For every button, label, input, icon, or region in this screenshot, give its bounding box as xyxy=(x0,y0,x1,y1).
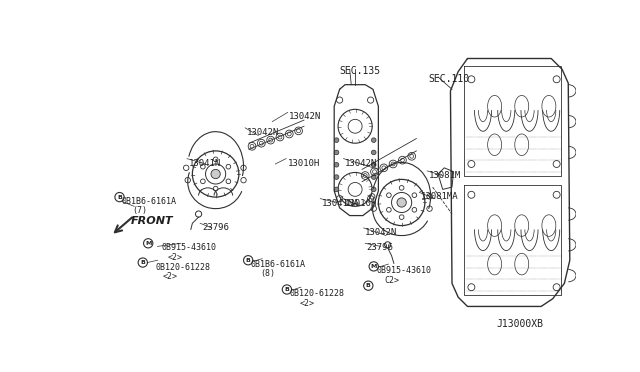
Text: (7): (7) xyxy=(132,206,147,215)
Text: B: B xyxy=(285,287,289,292)
Text: 23796: 23796 xyxy=(202,223,229,232)
Text: M: M xyxy=(145,241,152,246)
Text: 0B120-61228: 0B120-61228 xyxy=(289,289,344,298)
Circle shape xyxy=(369,262,378,271)
Text: 13042N: 13042N xyxy=(289,112,321,121)
Circle shape xyxy=(364,281,373,290)
Text: B: B xyxy=(117,195,122,200)
Text: J13000XB: J13000XB xyxy=(497,319,543,329)
Text: B: B xyxy=(246,258,251,263)
Circle shape xyxy=(371,175,376,179)
Text: 13010H: 13010H xyxy=(345,199,378,208)
Text: SEC.135: SEC.135 xyxy=(340,66,381,76)
Circle shape xyxy=(244,256,253,265)
Text: 13042N: 13042N xyxy=(345,158,378,168)
Text: M: M xyxy=(371,264,377,269)
Circle shape xyxy=(334,150,339,155)
Circle shape xyxy=(371,150,376,155)
Text: 0B915-43610: 0B915-43610 xyxy=(161,243,216,252)
Circle shape xyxy=(334,187,339,192)
Text: (8): (8) xyxy=(260,269,276,279)
Circle shape xyxy=(397,198,406,207)
Text: 13041NA: 13041NA xyxy=(322,199,360,208)
Text: <2>: <2> xyxy=(163,272,178,281)
Text: 13081MA: 13081MA xyxy=(421,192,459,202)
Text: C2>: C2> xyxy=(385,276,399,285)
Text: 13042N: 13042N xyxy=(246,128,279,137)
Circle shape xyxy=(371,138,376,142)
Circle shape xyxy=(282,285,292,294)
Circle shape xyxy=(334,138,339,142)
Circle shape xyxy=(138,258,147,267)
Circle shape xyxy=(371,187,376,192)
Text: SEC.110: SEC.110 xyxy=(429,74,470,84)
Text: 13081M: 13081M xyxy=(429,171,461,180)
Text: <2>: <2> xyxy=(300,299,315,308)
Text: FRONT: FRONT xyxy=(131,216,173,225)
Circle shape xyxy=(115,192,124,202)
Text: 0B1B6-6161A: 0B1B6-6161A xyxy=(122,197,177,206)
Text: 13042N: 13042N xyxy=(365,228,397,237)
Circle shape xyxy=(211,169,220,179)
Text: B: B xyxy=(366,283,371,288)
Text: B: B xyxy=(140,260,145,265)
Circle shape xyxy=(143,239,153,248)
Text: 13041N: 13041N xyxy=(189,158,221,168)
Text: 13010H: 13010H xyxy=(288,158,320,168)
Circle shape xyxy=(334,163,339,167)
Text: 0B915-43610: 0B915-43610 xyxy=(376,266,431,275)
Text: 0B120-61228: 0B120-61228 xyxy=(156,263,211,272)
Text: 23796: 23796 xyxy=(367,243,394,252)
Circle shape xyxy=(334,175,339,179)
Text: <2>: <2> xyxy=(168,253,182,262)
Text: 0B1B6-6161A: 0B1B6-6161A xyxy=(250,260,305,269)
Circle shape xyxy=(371,163,376,167)
